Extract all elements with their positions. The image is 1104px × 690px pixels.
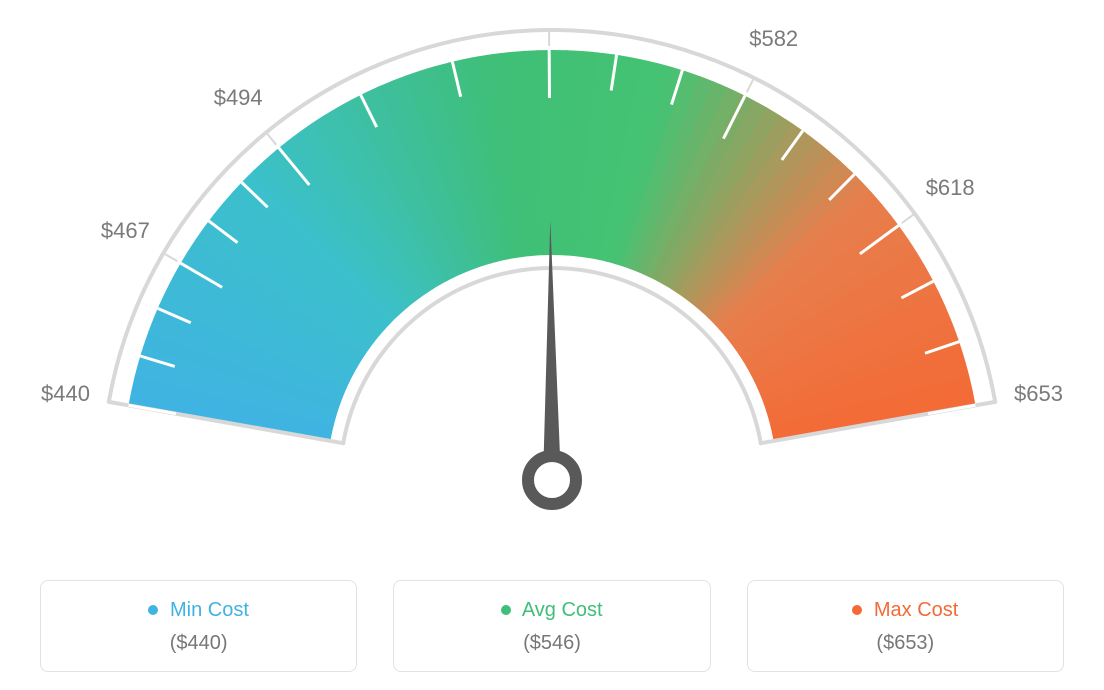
legend-card-avg: Avg Cost ($546) — [393, 580, 710, 672]
dot-icon — [852, 605, 862, 615]
legend-card-min: Min Cost ($440) — [40, 580, 357, 672]
gauge-tick-label: $618 — [926, 175, 975, 201]
gauge-tick-label: $467 — [101, 218, 150, 244]
legend-title-max: Max Cost — [758, 599, 1053, 622]
gauge-svg — [0, 0, 1104, 560]
legend-title-avg: Avg Cost — [404, 599, 699, 622]
gauge-tick-label: $582 — [749, 26, 798, 52]
dot-icon — [148, 605, 158, 615]
legend-label-min: Min Cost — [170, 599, 249, 621]
cost-gauge: $440$467$494$546$582$618$653 — [0, 0, 1104, 560]
legend-title-min: Min Cost — [51, 599, 346, 622]
legend-label-max: Max Cost — [874, 599, 958, 621]
legend-value-max: ($653) — [758, 632, 1053, 655]
legend-value-avg: ($546) — [404, 632, 699, 655]
legend-label-avg: Avg Cost — [522, 599, 603, 621]
gauge-tick-label: $653 — [1014, 381, 1063, 407]
gauge-tick-label: $494 — [214, 85, 263, 111]
gauge-tick-label: $440 — [41, 381, 90, 407]
dot-icon — [501, 605, 511, 615]
legend-card-max: Max Cost ($653) — [747, 580, 1064, 672]
legend-row: Min Cost ($440) Avg Cost ($546) Max Cost… — [0, 580, 1104, 672]
legend-value-min: ($440) — [51, 632, 346, 655]
